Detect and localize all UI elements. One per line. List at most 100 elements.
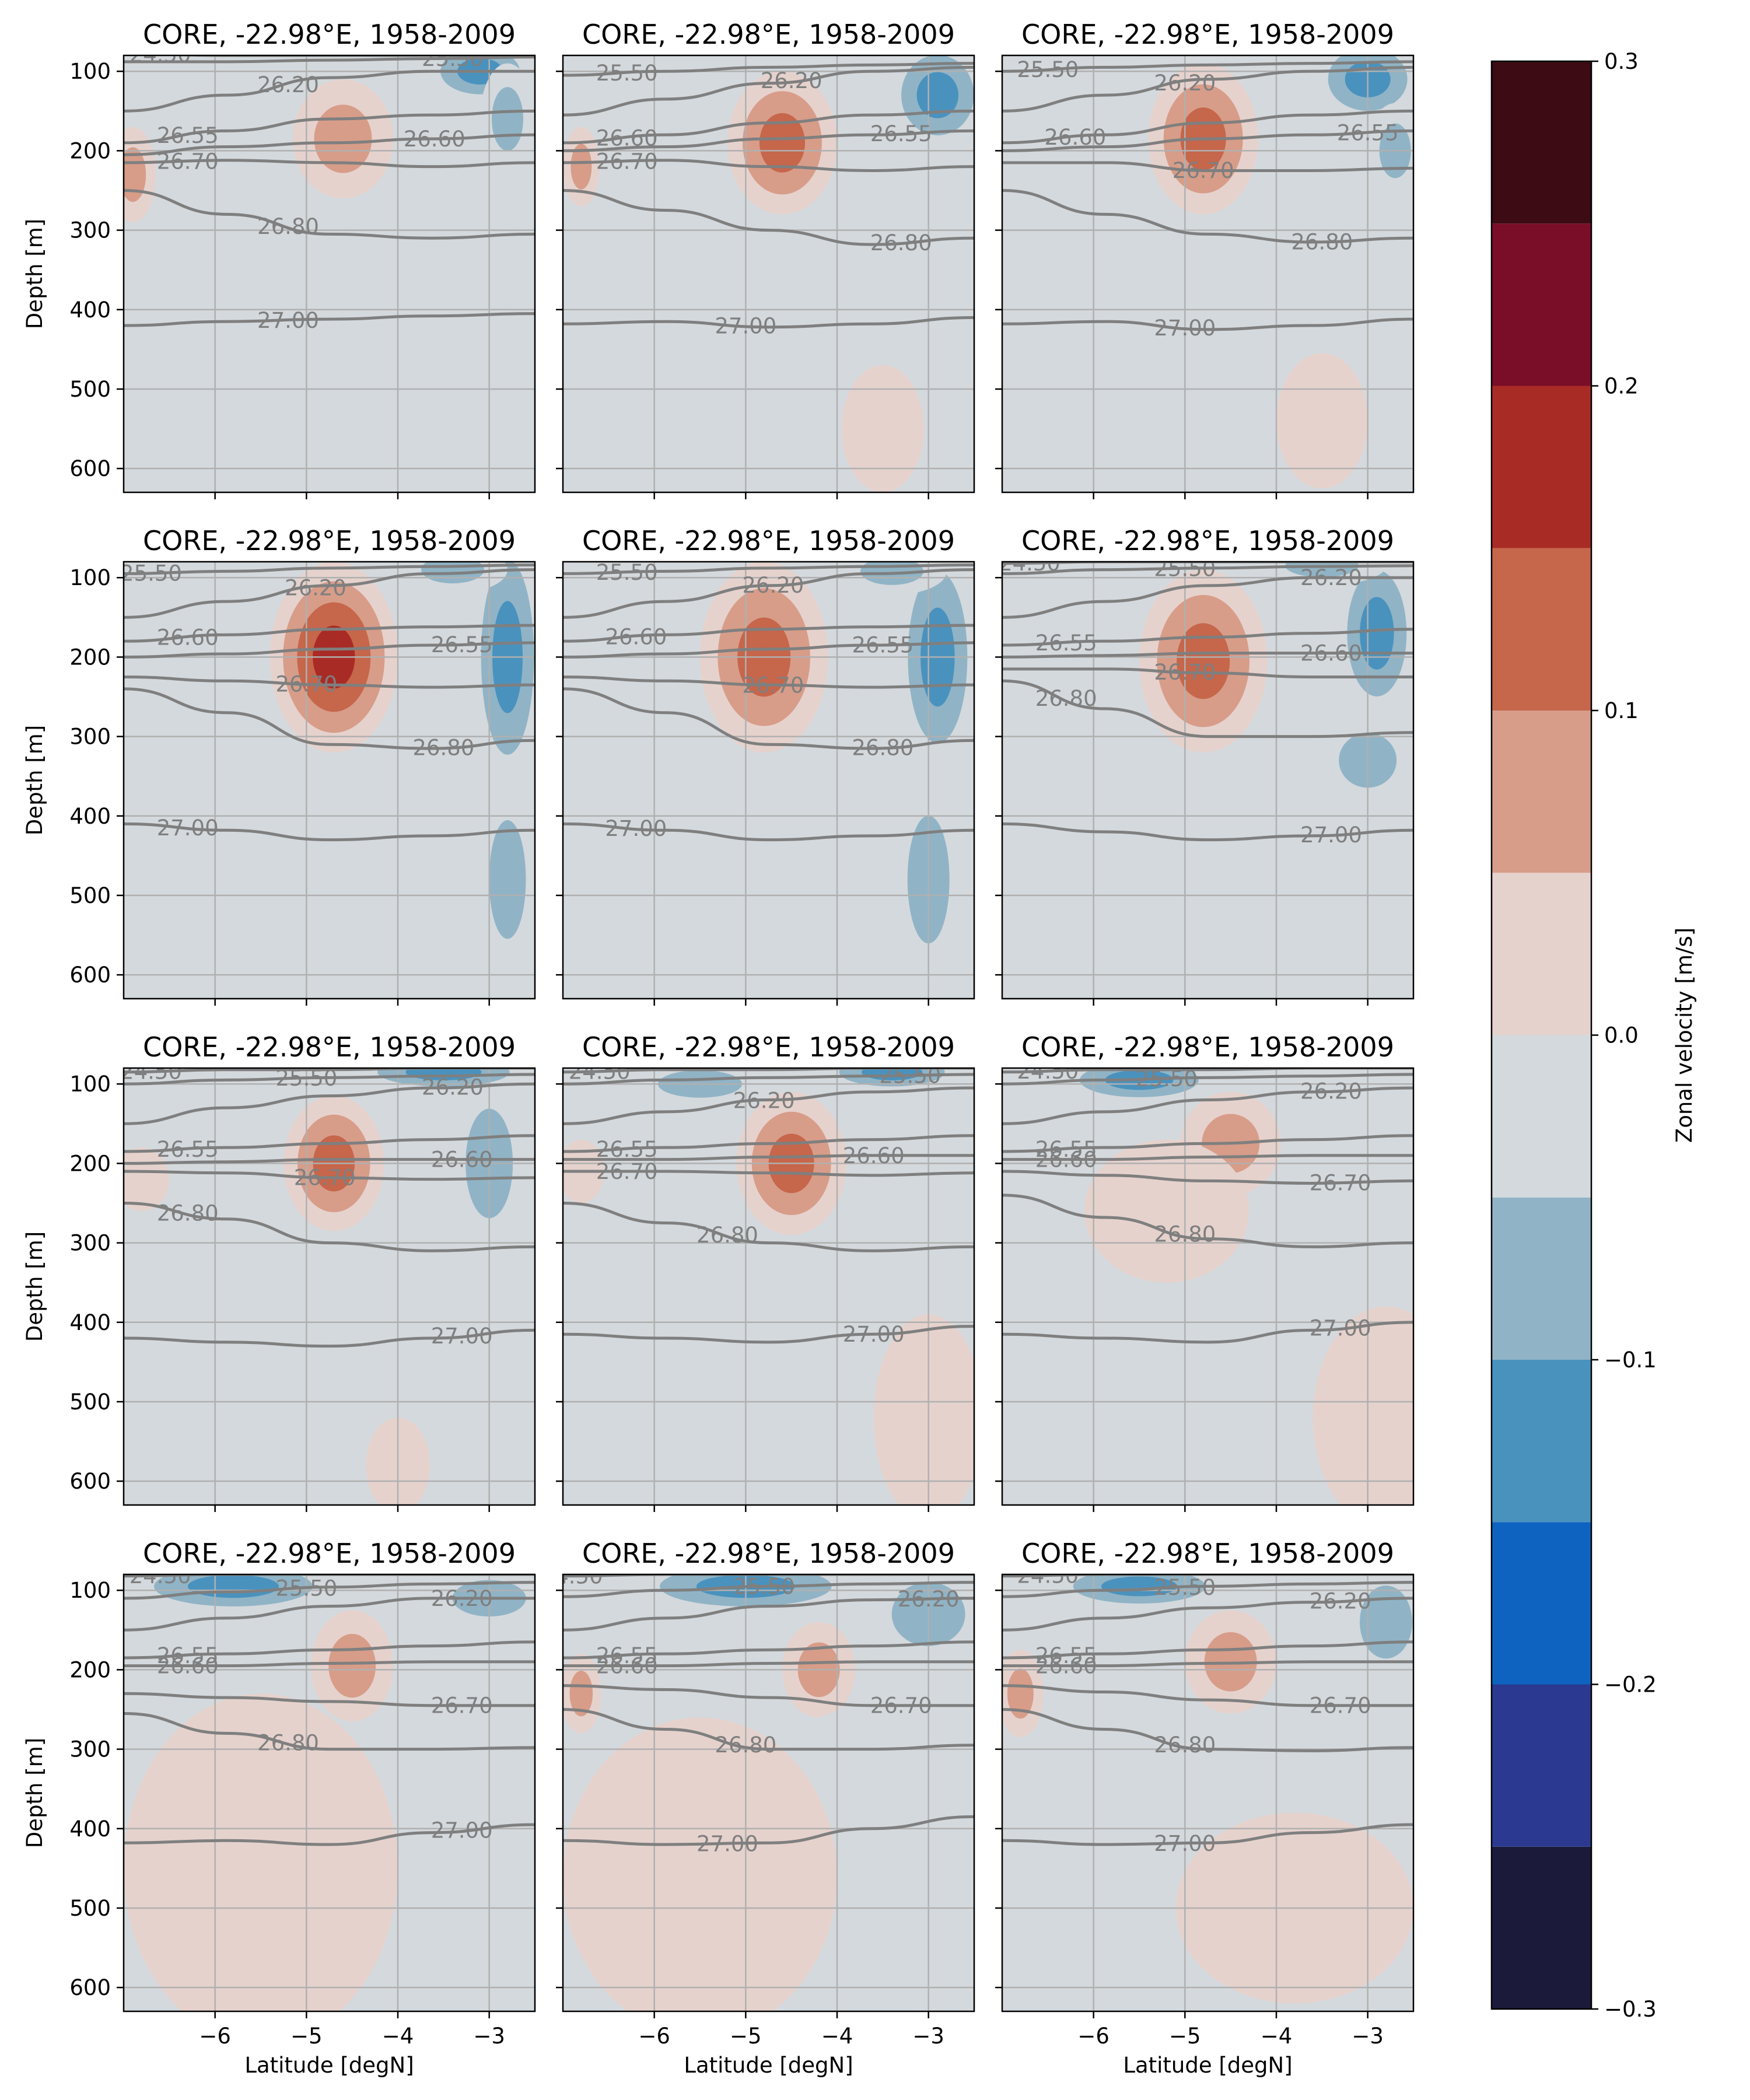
isopycnal-line (1002, 1581, 1413, 1598)
velocity-contour (759, 113, 806, 173)
isopycnal-line (124, 641, 535, 659)
isopycnal-label: 26.60 (1035, 1147, 1097, 1172)
colorbar-band (1492, 223, 1591, 386)
isopycnal-line (563, 1154, 974, 1161)
isopycnal-line (563, 687, 974, 750)
isopycnal-label: 26.60 (843, 1143, 905, 1168)
isopycnal-label: 26.60 (596, 1654, 658, 1679)
panel-title: CORE, -22.98°E, 1958-2009 (1021, 525, 1394, 556)
y-tick-label: 100 (69, 565, 111, 590)
isopycnal-line (124, 69, 535, 113)
isopycnal-line (124, 563, 535, 575)
x-tick-label: −4 (382, 2024, 414, 2049)
isopycnal-line (563, 1202, 974, 1252)
y-tick-label: 500 (69, 1390, 111, 1415)
isopycnal-line (563, 1068, 974, 1074)
panel-title: CORE, -22.98°E, 1958-2009 (582, 1031, 955, 1063)
colorbar-band (1492, 1360, 1591, 1522)
grid (563, 1068, 974, 1505)
isopycnal-line (124, 1158, 535, 1165)
isopycnal-label: 26.20 (422, 1075, 484, 1100)
isopycnal-line (124, 1581, 535, 1600)
colorbar-band (1492, 1684, 1591, 1847)
panel-title: CORE, -22.98°E, 1958-2009 (143, 525, 516, 556)
isopycnals: 25.50 26.20 26.60 26.55 26.70 26.80 27.00 (124, 562, 535, 842)
isopycnal-line (563, 1708, 974, 1751)
isopycnal-label: 26.70 (1310, 1693, 1371, 1718)
isopycnal-line (124, 624, 535, 643)
y-axis-label: Depth [m] (22, 1231, 47, 1342)
axes-frame (123, 54, 536, 494)
isopycnal-label: 26.80 (412, 736, 474, 761)
x-tick-label: −6 (638, 2024, 670, 2049)
isopycnal-label: 26.70 (1310, 1170, 1371, 1195)
isopycnal-line (124, 1170, 535, 1181)
isopycnal-label: 26.60 (404, 127, 466, 152)
axes-frame (1001, 1573, 1415, 2013)
y-tick-label: 500 (69, 1896, 111, 1921)
panel-title: CORE, -22.98°E, 1958-2009 (582, 1538, 955, 1569)
isopycnal-line (1002, 1086, 1413, 1125)
isopycnal-label: 27.00 (1154, 316, 1216, 341)
isopycnal-label: 26.20 (285, 575, 346, 600)
y-tick-label: 400 (69, 298, 111, 323)
y-tick-label: 200 (69, 1657, 111, 1682)
isopycnal-line (563, 641, 974, 659)
y-tick-label: 400 (69, 1310, 111, 1335)
colorbar-band (1492, 1522, 1591, 1685)
isopycnal-label: 26.20 (898, 1587, 960, 1612)
velocity-contour (492, 87, 523, 151)
colorbar-band (1492, 386, 1591, 548)
y-tick-label: 600 (69, 1975, 111, 2000)
axes-frame (562, 1573, 975, 2013)
x-tick-label: −5 (730, 2024, 762, 2049)
velocity-contour (570, 144, 592, 190)
isopycnal-label: 24.50 (120, 1059, 182, 1084)
isopycnal-line (124, 568, 535, 619)
isopycnal-label: 26.55 (596, 1643, 658, 1668)
isopycnal-label: 25.50 (879, 1063, 941, 1088)
isopycnal-label: 26.55 (1035, 1643, 1097, 1668)
isopycnal-label: 26.20 (1300, 565, 1362, 590)
isopycnal-line (124, 1640, 535, 1660)
isopycnal-label: 26.80 (696, 1223, 758, 1248)
isopycnal-label: 25.50 (1136, 1066, 1198, 1091)
isopycnal-label: 26.20 (1300, 1079, 1362, 1104)
isopycnal-line (563, 189, 974, 246)
isopycnal-label: 27.00 (431, 1818, 493, 1843)
isopycnal-label: 25.50 (733, 1574, 795, 1600)
isopycnal-label: 26.55 (157, 1137, 219, 1162)
isopycnal-line (124, 1068, 535, 1074)
isopycnal-label: 26.55 (157, 1643, 219, 1668)
y-tick-label: 200 (69, 1151, 111, 1176)
isopycnal-line (1002, 317, 1413, 331)
x-tick-label: −3 (473, 2024, 505, 2049)
y-tick-label: 200 (69, 138, 111, 163)
isopycnal-line (1002, 1640, 1413, 1660)
isopycnal-line (563, 1134, 974, 1153)
isopycnal-label: 27.00 (157, 816, 219, 841)
isopycnal-label: 27.00 (1154, 1831, 1216, 1856)
panel-title: CORE, -22.98°E, 1958-2009 (143, 1031, 516, 1063)
isopycnal-line (124, 1712, 535, 1751)
isopycnal-line (1002, 1068, 1413, 1074)
isopycnal-line (563, 65, 974, 117)
isopycnal-line (563, 1597, 974, 1632)
isopycnal-line (563, 316, 974, 329)
colorbar-label: Zonal velocity [m/s] (1672, 928, 1697, 1143)
isopycnal-label: 26.80 (257, 214, 319, 239)
y-tick-label: 500 (69, 883, 111, 908)
axes-frame (1001, 561, 1415, 1000)
isopycnal-label: 26.60 (1035, 1654, 1097, 1679)
colorbar-tick-label: 0.2 (1604, 374, 1639, 399)
velocity-contour (187, 1574, 279, 1598)
isopycnal-label: 26.70 (275, 672, 337, 697)
velocity-contour (569, 1671, 593, 1717)
isopycnal-line (1002, 1684, 1413, 1707)
isopycnal-line (124, 109, 535, 145)
isopycnal-label: 26.55 (1337, 120, 1399, 145)
isopycnal-line (1002, 1597, 1413, 1632)
